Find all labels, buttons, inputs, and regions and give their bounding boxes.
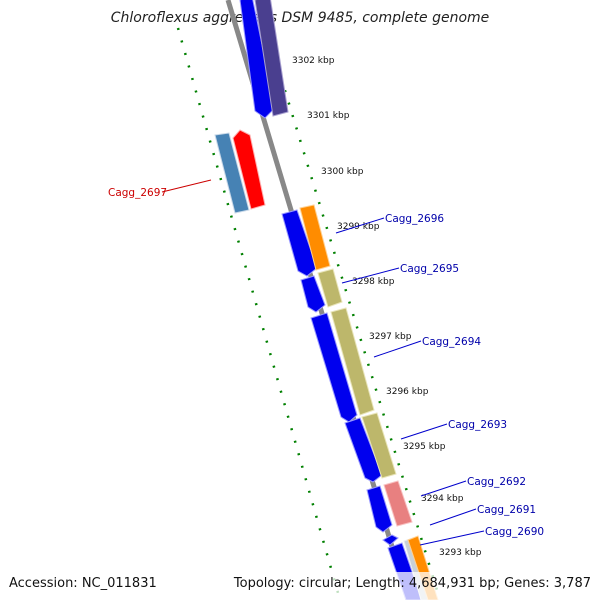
scale-tick-labels: 3302 kbp 3301 kbp 3300 kbp 3299 kbp 3298… — [292, 56, 482, 558]
gene-label-cagg-2690[interactable]: Cagg_2690 — [485, 526, 544, 538]
feature-cog-upper[interactable] — [254, 0, 289, 117]
leader-line — [429, 508, 477, 526]
tick-label: 3298 kbp — [352, 277, 395, 287]
leader-line — [419, 530, 485, 546]
feature-cog-2693[interactable] — [361, 412, 397, 479]
feature-cagg-2697-cog[interactable] — [214, 132, 250, 214]
leader-line — [400, 423, 448, 440]
plus-strand-cog-features — [254, 0, 439, 600]
leader-line — [335, 217, 385, 234]
tick-label: 3293 kbp — [439, 548, 482, 558]
gene-labels: Cagg_2697 Cagg_2696 Cagg_2695 Cagg_2694 … — [108, 187, 544, 538]
feature-cog-2695[interactable] — [317, 268, 343, 308]
tick-label: 3297 kbp — [369, 332, 412, 342]
tick-label: 3302 kbp — [292, 56, 335, 66]
gene-label-cagg-2694[interactable]: Cagg_2694 — [422, 336, 481, 348]
leader-line — [341, 267, 400, 284]
feature-cagg-2697-cds[interactable] — [232, 129, 266, 210]
gene-label-cagg-2696[interactable]: Cagg_2696 — [385, 213, 444, 225]
tick-label: 3299 kbp — [337, 222, 380, 232]
feature-cds-2693[interactable] — [344, 417, 383, 483]
gene-label-cagg-2695[interactable]: Cagg_2695 — [400, 263, 459, 275]
feature-cds-2696[interactable] — [281, 209, 318, 277]
feature-cds-2692[interactable] — [366, 485, 393, 533]
gene-label-cagg-2697[interactable]: Cagg_2697 — [108, 187, 167, 199]
feature-cog-2696[interactable] — [299, 204, 331, 271]
leader-line — [161, 179, 212, 193]
feature-cds-2694[interactable] — [310, 312, 358, 423]
footer-backdrop — [0, 572, 600, 600]
tick-label: 3295 kbp — [403, 442, 446, 452]
gene-label-cagg-2692[interactable]: Cagg_2692 — [467, 476, 526, 488]
genome-summary-text: Topology: circular; Length: 4,684,931 bp… — [233, 576, 591, 591]
tick-label: 3300 kbp — [321, 167, 364, 177]
map-title: Chloroflexus aggregans DSM 9485, complet… — [111, 10, 490, 26]
feature-cds-2691[interactable] — [382, 534, 399, 546]
feature-cog-2694[interactable] — [330, 307, 375, 416]
gene-label-leaders — [161, 179, 485, 546]
leader-line — [420, 480, 467, 497]
tick-label: 3294 kbp — [421, 494, 464, 504]
scale-line-inner — [264, 27, 442, 600]
gene-label-cagg-2691[interactable]: Cagg_2691 — [477, 504, 536, 516]
accession-text: Accession: NC_011831 — [9, 576, 157, 591]
tick-label: 3301 kbp — [307, 111, 350, 121]
minus-strand-features — [214, 129, 266, 214]
tick-label: 3296 kbp — [386, 387, 429, 397]
scale-line-outer — [176, 27, 342, 600]
leader-line — [373, 340, 422, 358]
gene-label-cagg-2693[interactable]: Cagg_2693 — [448, 419, 507, 431]
feature-cds-upper[interactable] — [239, 0, 276, 119]
feature-cds-2695[interactable] — [300, 275, 326, 313]
feature-cog-2692[interactable] — [383, 480, 413, 527]
